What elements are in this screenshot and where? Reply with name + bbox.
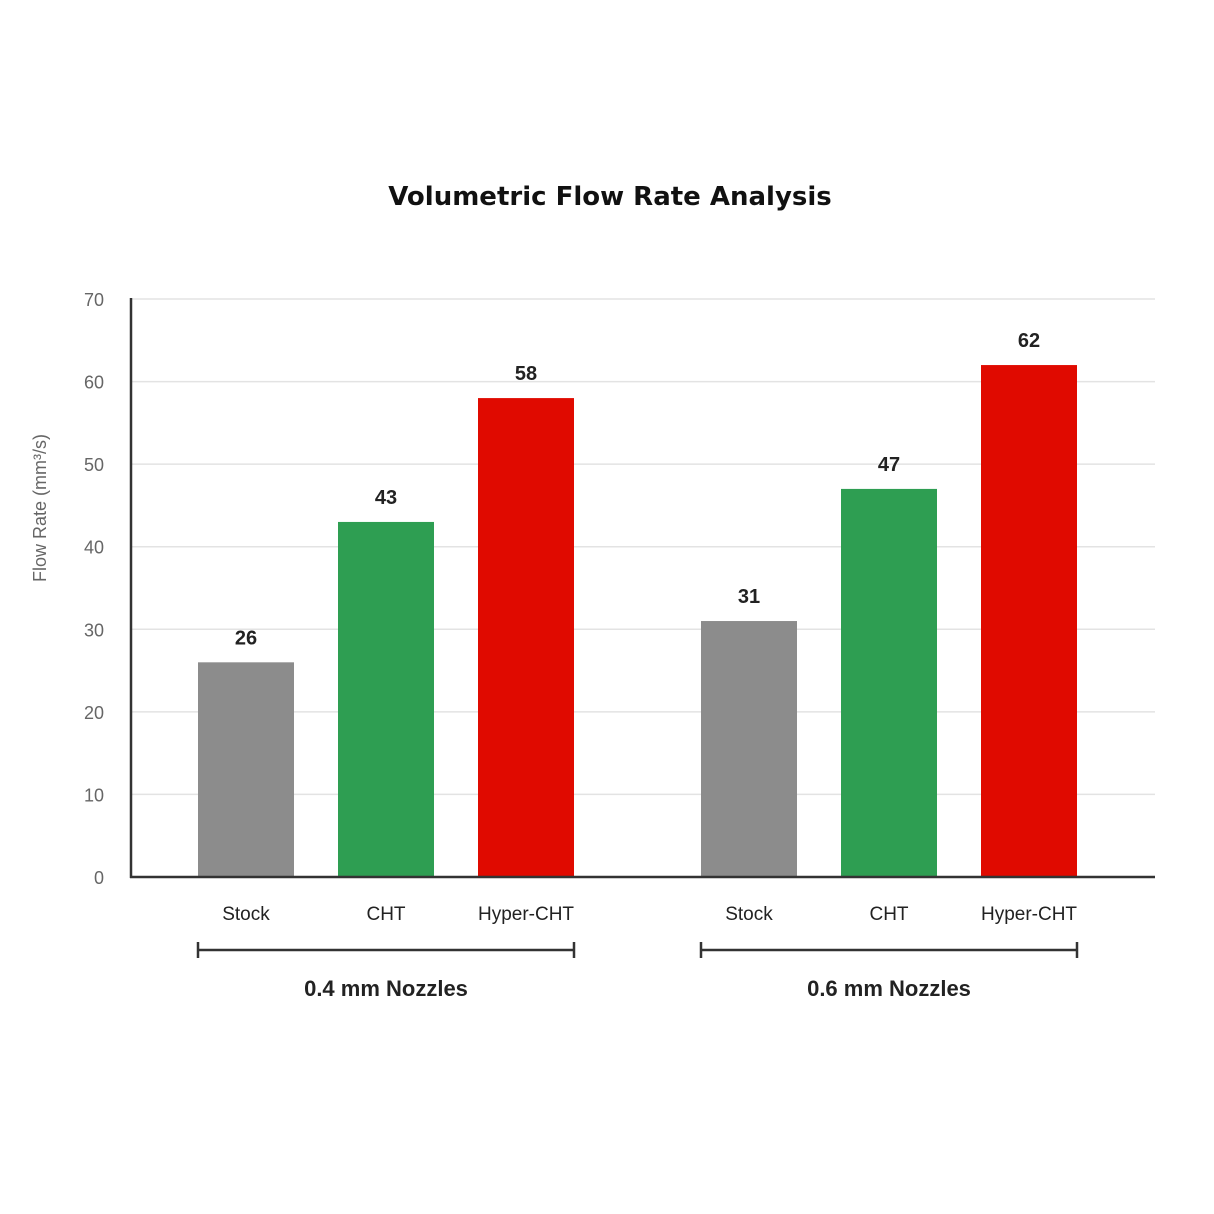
bar-value-label: 47 <box>878 454 900 476</box>
bar <box>981 365 1077 877</box>
bar-value-label: 58 <box>515 363 537 385</box>
gridlines <box>131 298 1155 796</box>
group-brackets: 0.4 mm Nozzles 0.6 mm Nozzles <box>196 942 1079 1001</box>
bar <box>841 488 937 877</box>
y-tick-label: 40 <box>84 538 104 558</box>
y-tick-label: 70 <box>84 290 104 310</box>
y-axis-ticks: 0 10 20 30 40 50 60 70 <box>84 290 104 888</box>
bar-value-label: 62 <box>1018 330 1040 352</box>
bar <box>198 662 294 877</box>
x-tick-label: Stock <box>725 904 773 925</box>
y-tick-label: 30 <box>84 620 104 640</box>
x-tick-label: CHT <box>869 904 908 925</box>
y-tick-label: 10 <box>84 785 104 805</box>
bar <box>701 621 797 877</box>
bar <box>478 398 574 877</box>
bar-value-label: 43 <box>375 487 397 509</box>
x-tick-label: Hyper-CHT <box>981 904 1077 925</box>
bar-value-label: 31 <box>738 586 760 608</box>
y-tick-label: 20 <box>84 703 104 723</box>
chart-title: Volumetric Flow Rate Analysis <box>388 182 832 212</box>
bars: 26 Stock 43 CHT 58 Hyper-CHT 31 Stock 47 CHT 62 Hyp… <box>198 330 1077 925</box>
x-tick-label: Stock <box>222 904 270 925</box>
y-tick-label: 60 <box>84 373 104 393</box>
bar <box>338 521 434 877</box>
y-tick-label: 50 <box>84 455 104 475</box>
group-label: 0.4 mm Nozzles <box>304 976 468 1001</box>
x-tick-label: CHT <box>366 904 405 925</box>
y-axis-label: Flow Rate (mm³/s) <box>30 434 50 582</box>
bar-value-label: 26 <box>235 627 257 649</box>
x-tick-label: Hyper-CHT <box>478 904 574 925</box>
group-label: 0.6 mm Nozzles <box>807 976 971 1001</box>
y-tick-label: 0 <box>94 868 104 888</box>
